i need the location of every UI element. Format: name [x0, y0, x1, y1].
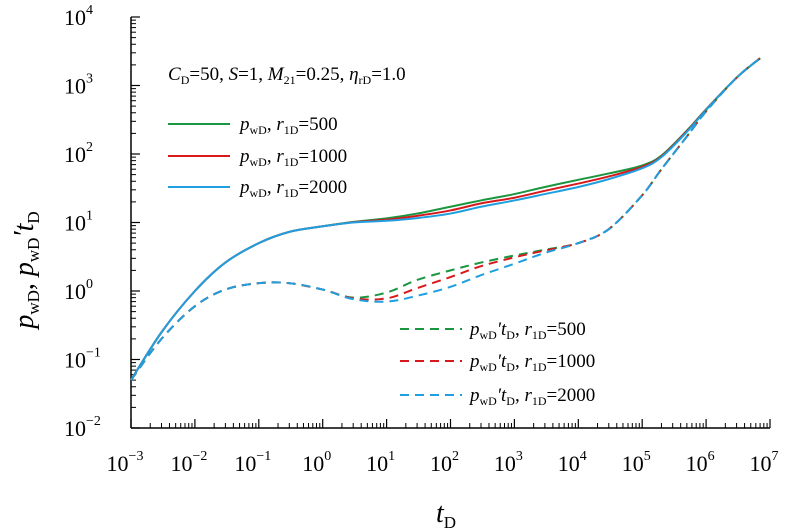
legend-label-solid-2000: pwD, r1D=2000	[238, 177, 347, 200]
series-lines	[130, 57, 761, 381]
y-tick-label: 10−1	[64, 346, 101, 373]
x-tick-label: 104	[558, 449, 587, 476]
x-tick-label: 101	[366, 449, 395, 476]
legend-label-dashed-1000: pwD′tD, r1D=1000	[468, 351, 595, 374]
x-tick-label: 10−3	[107, 449, 144, 476]
x-axis-title: tD	[436, 498, 456, 532]
legend-label-dashed-500: pwD′tD, r1D=500	[468, 319, 586, 342]
legend-label-solid-1000: pwD, r1D=1000	[238, 146, 347, 169]
y-tick-labels: 10−2 10−1 100 101 102 103 104	[64, 3, 101, 441]
x-tick-label: 102	[430, 449, 459, 476]
legend-label-solid-500: pwD, r1D=500	[238, 114, 338, 137]
series-line-solid-2	[130, 57, 761, 381]
legend-label-dashed-2000: pwD′tD, r1D=2000	[468, 385, 595, 408]
y-tick-label: 102	[64, 140, 93, 167]
legend-solid: pwD, r1D=500 pwD, r1D=1000 pwD, r1D=2000	[168, 114, 347, 200]
axis-ticks	[130, 16, 771, 429]
x-tick-label: 103	[494, 449, 523, 476]
y-tick-label: 10−2	[64, 414, 101, 441]
x-tick-label: 10−2	[170, 449, 207, 476]
x-tick-label: 107	[750, 449, 779, 476]
x-tick-label: 106	[686, 449, 715, 476]
series-line-dashed-5	[130, 57, 761, 381]
x-tick-label: 10−1	[234, 449, 271, 476]
parameter-annotation: CD=50, S=1, M21=0.25, ηrD=1.0	[168, 64, 406, 87]
x-tick-label: 100	[302, 449, 331, 476]
y-tick-label: 101	[64, 209, 93, 236]
y-tick-label: 100	[64, 277, 93, 304]
y-axis-title: pwD, pwD′tD	[9, 211, 43, 330]
x-tick-label: 105	[622, 449, 651, 476]
x-tick-labels: 10−3 10−2 10−1 100 101 102 103 104 105 106 107	[107, 449, 779, 476]
y-tick-label: 104	[64, 3, 93, 30]
legend-dashed: pwD′tD, r1D=500 pwD′tD, r1D=1000 pwD′tD,…	[400, 319, 595, 408]
y-tick-label: 103	[64, 72, 93, 99]
